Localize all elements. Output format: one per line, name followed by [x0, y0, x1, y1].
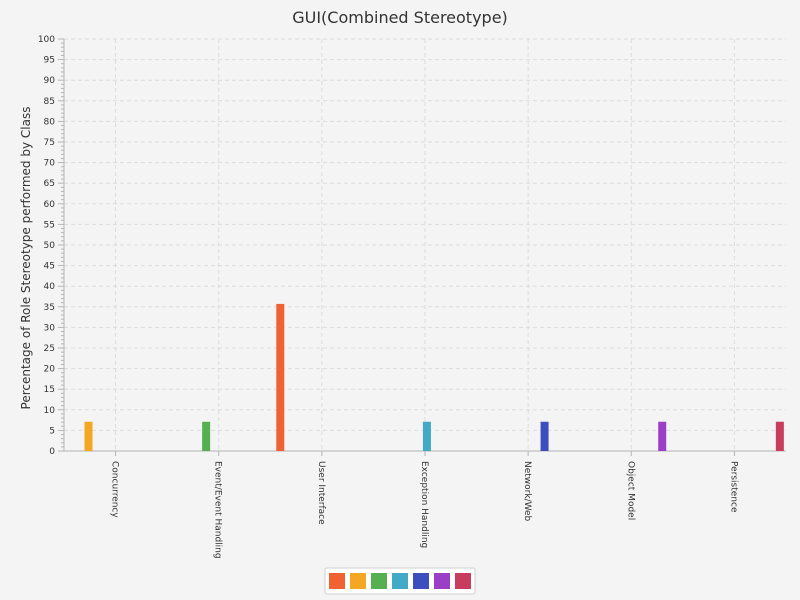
- legend-swatch-4: [413, 573, 429, 589]
- y-tick-label-4: 20: [44, 365, 56, 375]
- y-tick-label-7: 35: [44, 303, 55, 313]
- x-tick-label-1: Event/Event Handling: [213, 461, 223, 559]
- y-tick-label-15: 75: [44, 138, 55, 148]
- x-tick-label-0: Concurrency: [110, 461, 120, 518]
- bar-2-0: [276, 303, 285, 451]
- y-tick-label-0: 0: [49, 447, 55, 457]
- x-tick-labels: Concurrency Event/Event Handling User Inte…: [110, 451, 738, 559]
- y-tick-label-2: 10: [44, 406, 56, 416]
- legend-swatch-5: [434, 573, 450, 589]
- y-tick-label-12: 60: [44, 200, 56, 210]
- x-tick-label-4: Network/Web: [522, 461, 532, 522]
- bars: [84, 303, 784, 451]
- y-tick-label-18: 90: [44, 76, 56, 86]
- y-tick-label-14: 70: [44, 159, 56, 169]
- y-tick-label-19: 95: [44, 56, 55, 66]
- bar-5-5: [658, 421, 667, 451]
- axes: 0 5 10 15 20 25 30 35 40 45 50 55 60 65 70 75 80 85 90 95 10…: [38, 35, 786, 457]
- y-tick-label-3: 15: [44, 385, 55, 395]
- legend-swatch-3: [392, 573, 408, 589]
- y-tick-label-20: 100: [38, 35, 55, 45]
- y-tick-label-8: 40: [44, 282, 56, 292]
- x-tick-label-2: User Interface: [316, 461, 326, 525]
- legend-swatch-0: [329, 573, 345, 589]
- chart-title: GUI(Combined Stereotype): [292, 8, 508, 27]
- bar-6-6: [775, 421, 784, 451]
- bar-1-2: [202, 421, 211, 451]
- y-tick-label-9: 45: [44, 262, 55, 272]
- y-tick-label-16: 80: [44, 117, 56, 127]
- y-tick-label-1: 5: [49, 426, 55, 436]
- y-tick-label-6: 30: [44, 323, 56, 333]
- legend: [324, 567, 476, 595]
- y-tick-label-5: 25: [44, 344, 55, 354]
- bar-3-3: [422, 421, 431, 451]
- x-tick-label-5: Object Model: [625, 461, 635, 520]
- legend-swatch-1: [350, 573, 366, 589]
- bar-4-4: [540, 421, 549, 451]
- y-tick-label-13: 65: [44, 179, 55, 189]
- y-tick-label-11: 55: [44, 220, 55, 230]
- x-tick-label-6: Persistence: [728, 461, 738, 513]
- legend-swatch-6: [455, 573, 471, 589]
- x-tick-label-3: Exception Handling: [419, 461, 429, 548]
- y-axis-label: Percentage of Role Stereotype performed …: [19, 107, 33, 410]
- bar-0-1: [84, 421, 93, 451]
- legend-swatch-2: [371, 573, 387, 589]
- y-tick-label-17: 85: [44, 97, 55, 107]
- y-tick-label-10: 50: [44, 241, 56, 251]
- grid: [64, 38, 786, 451]
